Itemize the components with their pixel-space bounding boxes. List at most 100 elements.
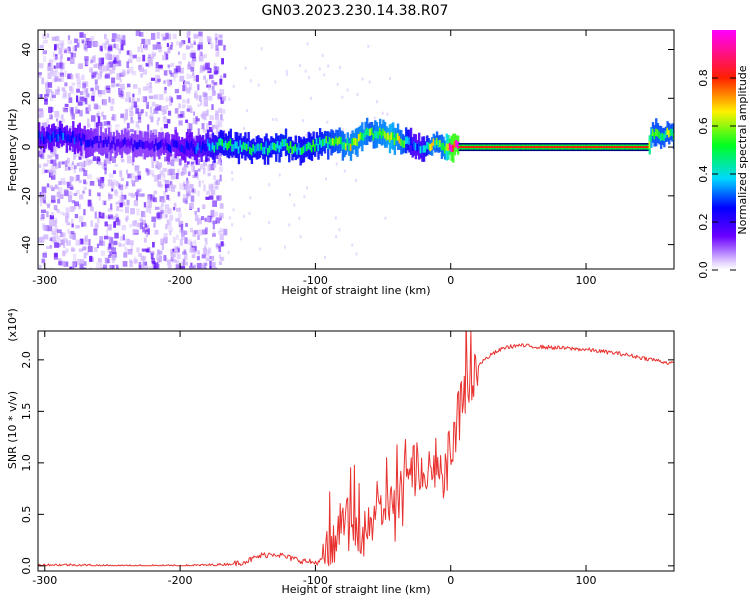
noise-speckle: [170, 159, 175, 167]
noise-speckle: [57, 86, 60, 92]
noise-speckle: [162, 175, 166, 182]
noise-speckle: [197, 217, 202, 225]
noise-speckle: [67, 57, 71, 61]
ridge-cell: [98, 141, 101, 149]
noise-speckle: [90, 95, 95, 101]
noise-speckle: [202, 114, 206, 119]
noise-speckle: [170, 72, 174, 77]
noise-speckle: [218, 107, 223, 113]
noise-speckle: [186, 108, 191, 112]
noise-speckle: [63, 261, 69, 267]
noise-speckle: [105, 53, 110, 60]
noise-speckle: [45, 95, 48, 100]
noise-speckle: [99, 69, 103, 74]
noise-speckle: [107, 153, 112, 158]
noise-speckle: [215, 66, 220, 74]
noise-speckle: [64, 216, 69, 223]
noise-speckle: [183, 171, 186, 176]
noise-speckle: [60, 75, 65, 83]
noise-speckle: [203, 184, 206, 192]
ridge-cell: [190, 140, 194, 148]
ridge-core: [463, 146, 466, 149]
ridge-cell: [91, 140, 94, 148]
noise-speckle: [120, 243, 126, 247]
ridge-core: [578, 146, 581, 149]
noise-speckle: [61, 87, 66, 92]
noise-speckle: [59, 62, 63, 69]
noise-speckle: [201, 254, 206, 259]
noise-speckle: [70, 163, 76, 170]
noise-speckle: [90, 36, 95, 40]
noise-speckle: [40, 149, 43, 154]
ridge-core: [479, 146, 482, 149]
noise-speckle: [119, 83, 125, 91]
noise-speckle: [61, 181, 67, 185]
ridge-core: [551, 146, 554, 149]
noise-speckle: [201, 180, 205, 184]
noise-speckle: [95, 267, 101, 269]
ridge-cell: [224, 140, 228, 149]
noise-speckle: [214, 33, 218, 41]
noise-speckle: [141, 248, 147, 252]
noise-speckle: [191, 72, 195, 76]
noise-speckle: [104, 257, 109, 264]
noise-speckle: [75, 106, 78, 113]
noise-speckle: [164, 87, 167, 91]
noise-speckle: [133, 199, 139, 207]
noise-speckle: [126, 181, 129, 187]
ridge-cell: [432, 138, 435, 146]
noise-speckle: [174, 249, 179, 254]
spectrogram-ridge: [38, 117, 674, 166]
ridge-cell: [661, 132, 664, 141]
noise-speckle: [177, 191, 181, 197]
noise-speckle: [218, 254, 222, 259]
ridge-cell: [171, 139, 174, 147]
noise-speckle: [180, 265, 186, 269]
x-tick-label: -200: [168, 274, 193, 287]
noise-speckle: [149, 130, 153, 137]
noise-speckle: [100, 261, 103, 269]
noise-speckle: [124, 216, 129, 220]
ridge-core: [632, 146, 635, 149]
noise-speckle: [196, 158, 200, 166]
noise-speckle: [112, 54, 116, 61]
noise-speckle: [182, 85, 187, 92]
ridge-core: [491, 146, 494, 149]
noise-speckle: [101, 162, 106, 169]
noise-speckle: [137, 170, 141, 177]
noise-speckle: [175, 65, 181, 73]
noise-speckle: [96, 262, 101, 268]
noise-speckle: [165, 224, 168, 230]
noise-speckle: [153, 108, 159, 114]
noise-speckle: [178, 113, 184, 118]
noise-speckle: [180, 41, 184, 47]
ridge-cell: [413, 141, 416, 149]
ridge-cell: [242, 142, 246, 150]
noise-speckle: [111, 67, 115, 74]
noise-speckle: [52, 52, 55, 58]
noise-speckle: [115, 59, 120, 65]
noise-speckle: [354, 178, 357, 182]
ridge-cell: [669, 128, 673, 137]
noise-speckle: [84, 235, 88, 242]
noise-speckle: [219, 227, 224, 233]
ridge-core: [598, 146, 601, 149]
noise-speckle: [82, 190, 85, 194]
noise-speckle: [53, 142, 57, 150]
ridge-cell: [167, 144, 171, 152]
ridge-cell: [658, 131, 661, 139]
noise-speckle: [83, 43, 88, 50]
ridge-core: [593, 146, 596, 149]
ridge-cell: [101, 140, 104, 148]
noise-speckle: [51, 170, 57, 176]
noise-speckle: [145, 248, 150, 253]
noise-speckle: [111, 114, 115, 121]
noise-speckle: [40, 209, 46, 214]
ridge-cell: [353, 137, 356, 146]
ridge-core: [487, 146, 491, 149]
noise-speckle: [172, 72, 178, 78]
noise-speckle: [39, 94, 43, 99]
noise-speckle: [129, 110, 134, 117]
noise-speckle: [190, 184, 194, 189]
noise-speckle: [126, 153, 131, 157]
